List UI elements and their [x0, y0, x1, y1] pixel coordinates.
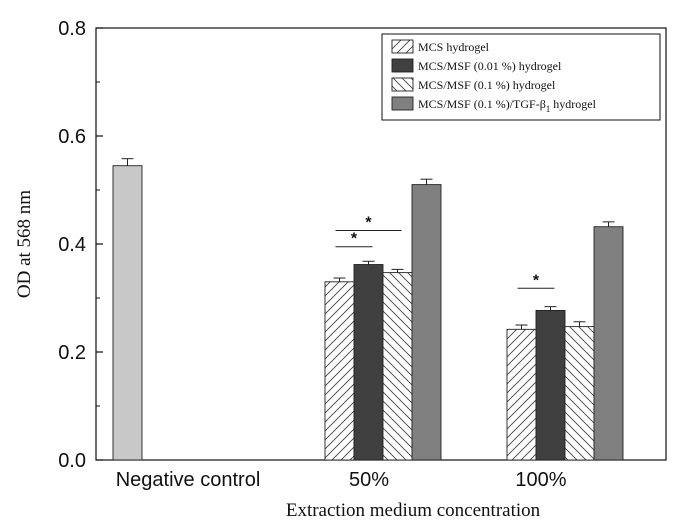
x-category-label: Negative control [116, 469, 261, 491]
legend-swatch-0 [391, 39, 414, 54]
legend-swatch-1 [391, 58, 414, 73]
x-axis: Negative control 50% 100% [116, 469, 567, 491]
x-category-label: 50% [349, 469, 389, 491]
legend-label: MCS/MSF (0.1 %)/TGF-β1 hydrogel [418, 97, 597, 114]
bar-negative-control [112, 165, 143, 461]
bar-series-0 [324, 281, 355, 461]
legend-swatch-3 [391, 96, 414, 111]
x-category-label: 100% [515, 469, 566, 491]
y-tick-label: 0.6 [58, 126, 86, 148]
bar-series-2 [564, 326, 595, 461]
y-tick-label: 0.8 [58, 18, 86, 40]
bar-series-0 [506, 328, 537, 461]
significance-star: * [365, 215, 372, 232]
y-tick-label: 0.0 [58, 450, 86, 472]
bars [112, 165, 624, 461]
y-tick-label: 0.4 [58, 234, 86, 256]
legend-label: MCS/MSF (0.01 %) hydrogel [418, 59, 562, 73]
y-tick-label: 0.2 [58, 342, 86, 364]
legend: MCS hydrogel MCS/MSF (0.01 %) hydrogel MCS… [381, 33, 661, 121]
bar-series-3 [411, 184, 442, 461]
significance-annotations: * * * [335, 215, 555, 289]
legend-swatch-2 [391, 77, 414, 92]
bar-series-1 [353, 264, 384, 461]
significance-star: * [533, 272, 540, 289]
y-axis: 0.0 0.2 0.4 0.6 0.8 [58, 18, 103, 472]
y-axis-title: OD at 568 nm [14, 190, 35, 298]
bar-series-1 [535, 309, 566, 461]
bar-series-3 [593, 226, 624, 461]
significance-star: * [351, 231, 358, 248]
bar-series-2 [382, 272, 413, 461]
legend-label: MCS hydrogel [418, 40, 490, 54]
legend-label: MCS/MSF (0.1 %) hydrogel [418, 78, 556, 92]
x-axis-title: Extraction medium concentration [286, 500, 541, 521]
error-bars [121, 158, 615, 330]
legend-box [381, 33, 661, 121]
